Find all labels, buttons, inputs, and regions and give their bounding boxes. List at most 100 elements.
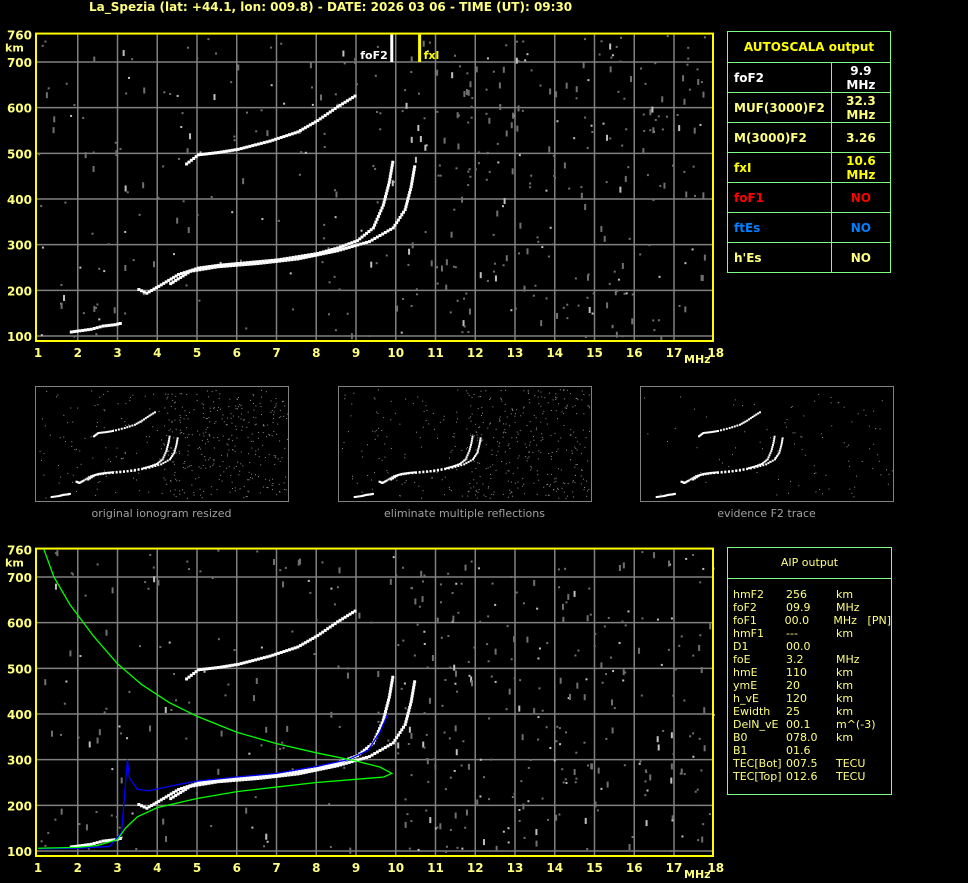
x-tick-label: 3 [113, 861, 121, 875]
noise-dot [407, 263, 410, 266]
thumbnail-trace-point [106, 430, 109, 433]
thumbnail-noise [888, 473, 890, 475]
thumbnail-trace-point [478, 443, 481, 446]
second-hop-point [298, 644, 302, 648]
thumbnail-noise [485, 468, 487, 470]
thumbnail-noise [756, 471, 758, 473]
thumbnail-trace-point [152, 412, 155, 415]
noise-dot [52, 127, 55, 134]
x-trace-point [381, 747, 385, 751]
noise-dot [38, 153, 41, 156]
thumbnail-trace-point [755, 413, 758, 416]
thumbnail-noise [819, 489, 821, 491]
x-trace-point [268, 775, 272, 779]
thumbnail-trace-point [769, 452, 772, 455]
noise-dot [252, 695, 255, 702]
x-tick-label: 18 [707, 861, 724, 875]
thumbnail-trace-point [707, 431, 710, 434]
thumbnail-trace-point [460, 464, 463, 467]
noise-dot [653, 552, 656, 559]
noise-dot [620, 36, 623, 39]
thumbnail-noise [263, 424, 265, 426]
thumbnail-noise [422, 400, 424, 402]
x-trace-point [171, 280, 175, 284]
noise-dot [657, 319, 660, 322]
thumbnail-noise [176, 480, 178, 482]
x-trace-point [410, 694, 414, 698]
noise-dot [111, 768, 114, 771]
o-trace-point [159, 283, 163, 287]
second-hop-point [318, 117, 322, 121]
thumbnail-noise [170, 428, 172, 430]
noise-dot [479, 620, 482, 623]
thumbnail-noise [848, 460, 850, 462]
thumbnail-trace-point [96, 432, 99, 435]
thumbnail-noise [213, 406, 215, 408]
x-trace-point [378, 234, 382, 238]
noise-dot [393, 180, 396, 183]
thumbnail-trace-point [398, 473, 401, 476]
thumbnail-noise [270, 400, 272, 402]
thumbnail-noise [384, 456, 386, 458]
o-trace-point [150, 803, 154, 807]
noise-dot [402, 566, 405, 569]
second-hop-point [298, 129, 302, 133]
thumbnail-trace-point [695, 476, 698, 479]
thumbnail-noise [218, 439, 220, 441]
noise-dot [387, 739, 390, 742]
thumbnail-noise [475, 467, 477, 469]
thumbnail-trace-point [59, 494, 62, 497]
thumbnail-trace-point [655, 496, 658, 499]
thumbnail-trace-point [706, 431, 709, 434]
thumbnail-trace-point [717, 471, 719, 474]
thumbnail-noise [201, 403, 203, 405]
noise-dot [410, 56, 413, 63]
thumbnail-trace-point [446, 467, 449, 470]
noise-dot [697, 78, 700, 85]
noise-dot [159, 646, 162, 649]
o-trace-point [378, 212, 382, 216]
noise-dot [73, 335, 76, 338]
x-trace-point [176, 277, 180, 281]
noise-dot [565, 731, 568, 734]
thumbnail-trace-point [108, 430, 111, 433]
o-trace-point [362, 748, 366, 752]
second-hop-point [353, 94, 357, 98]
thumbnail-noise [76, 466, 78, 468]
x-trace-point [410, 182, 414, 186]
second-hop-point [316, 634, 320, 638]
x-tick-label: 11 [427, 861, 444, 875]
thumbnail-trace-point [139, 420, 142, 423]
aip-unit: MHz [836, 601, 860, 614]
noise-dot [567, 593, 570, 600]
noise-dot [463, 325, 466, 328]
thumbnail-noise [226, 424, 228, 426]
noise-dot [530, 174, 533, 177]
thumbnail-noise [167, 393, 169, 395]
thumbnail-trace-point [748, 467, 751, 470]
x-trace-point [412, 686, 416, 690]
x-trace-point [321, 252, 325, 256]
thumbnail-trace-point [133, 423, 136, 426]
thumbnail-noise [248, 471, 250, 473]
thumbnail-noise [272, 418, 274, 420]
x-trace-point [278, 774, 282, 778]
noise-dot [659, 185, 662, 188]
second-hop-point [306, 124, 310, 128]
thumbnail-noise [731, 454, 733, 456]
thumbnail-noise [160, 448, 162, 450]
noise-dot [465, 88, 468, 95]
aip-value: 256 [786, 588, 807, 601]
noise-dot [342, 50, 345, 57]
x-tick-label: 17 [666, 346, 683, 360]
noise-dot [162, 818, 165, 825]
noise-dot [279, 747, 282, 750]
thumbnail-noise [96, 488, 98, 490]
noise-dot [692, 755, 695, 758]
thumbnail-noise [875, 428, 877, 430]
thumbnail-trace-point [758, 463, 761, 466]
thumbnail-noise [452, 436, 454, 438]
o-trace-point [390, 166, 394, 170]
noise-dot [606, 302, 609, 309]
thumbnail-noise [279, 491, 281, 493]
